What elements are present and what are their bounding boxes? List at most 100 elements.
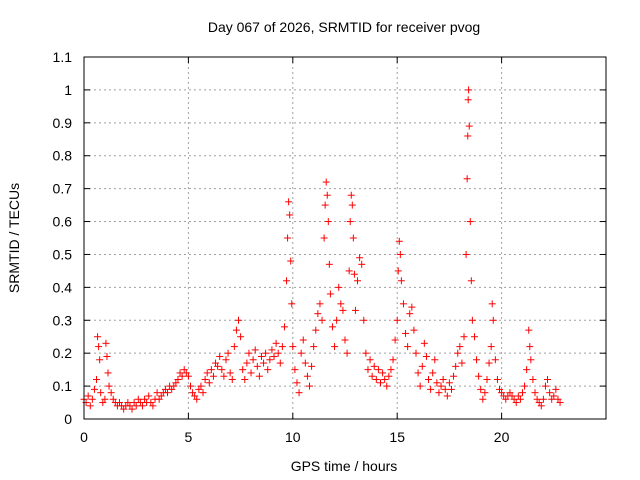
- data-point: [295, 389, 303, 397]
- data-point: [433, 379, 441, 387]
- data-point: [193, 395, 201, 403]
- data-point: [487, 343, 495, 351]
- data-point: [243, 359, 251, 367]
- x-tick-label: 5: [185, 429, 193, 445]
- data-point: [523, 366, 531, 374]
- data-point: [483, 376, 491, 384]
- data-point: [320, 234, 328, 242]
- data-point: [220, 372, 228, 380]
- data-point: [337, 300, 345, 308]
- data-point: [385, 372, 393, 380]
- data-point: [406, 310, 414, 318]
- data-point: [374, 366, 382, 374]
- data-point: [396, 250, 404, 258]
- data-point: [381, 376, 389, 384]
- data-point: [251, 346, 259, 354]
- data-point: [299, 336, 307, 344]
- data-point: [366, 356, 374, 364]
- data-point: [164, 389, 172, 397]
- data-point: [546, 389, 554, 397]
- data-point: [552, 385, 560, 393]
- data-point: [383, 382, 391, 390]
- data-point: [262, 349, 270, 357]
- data-point: [287, 257, 295, 265]
- data-point: [479, 395, 487, 403]
- data-point: [347, 191, 355, 199]
- data-point: [103, 352, 111, 360]
- data-point: [264, 366, 272, 374]
- data-point: [370, 362, 378, 370]
- data-point: [247, 369, 255, 377]
- data-point: [291, 366, 299, 374]
- data-point: [439, 376, 447, 384]
- data-point: [102, 339, 110, 347]
- data-point: [178, 372, 186, 380]
- data-point: [86, 402, 94, 410]
- data-point: [346, 218, 354, 226]
- data-point: [351, 306, 359, 314]
- data-point: [245, 349, 253, 357]
- data-point: [516, 395, 524, 403]
- data-point: [316, 300, 324, 308]
- data-point: [224, 349, 232, 357]
- data-point: [493, 376, 501, 384]
- data-point: [241, 376, 249, 384]
- data-point: [284, 234, 292, 242]
- data-point: [268, 346, 276, 354]
- y-tick-labels: 0 0.1 0.2 0.3 0.4 0.5 0.6 0.7 0.8 0.9 1 1.1: [53, 49, 73, 427]
- data-point: [550, 392, 558, 400]
- data-point: [255, 372, 263, 380]
- data-point: [466, 218, 474, 226]
- data-point: [90, 385, 98, 393]
- data-point: [321, 201, 329, 209]
- data-point: [314, 310, 322, 318]
- data-point: [326, 290, 334, 298]
- data-point: [477, 385, 485, 393]
- data-point: [387, 366, 395, 374]
- data-point: [467, 277, 475, 285]
- x-axis-label: GPS time / hours: [291, 458, 398, 474]
- data-point: [184, 372, 192, 380]
- data-point: [368, 372, 376, 380]
- data-point: [186, 382, 194, 390]
- data-point: [96, 356, 104, 364]
- data-point: [339, 306, 347, 314]
- x-tick-label: 10: [285, 429, 301, 445]
- data-point: [462, 250, 470, 258]
- data-point: [425, 376, 433, 384]
- data-point: [475, 372, 483, 380]
- y-tick-label: 0: [64, 411, 72, 427]
- data-point: [303, 372, 311, 380]
- data-point: [452, 362, 460, 370]
- data-point: [470, 333, 478, 341]
- data-point: [293, 379, 301, 387]
- data-point: [463, 175, 471, 183]
- data-point: [362, 349, 370, 357]
- data-point: [356, 254, 364, 262]
- y-axis-label: SRMTID / TECUs: [6, 183, 22, 293]
- data-point: [232, 326, 240, 334]
- data-point: [93, 376, 101, 384]
- data-point: [289, 343, 297, 351]
- data-point: [288, 300, 296, 308]
- data-point: [464, 132, 472, 140]
- data-point: [128, 405, 136, 413]
- data-point: [481, 389, 489, 397]
- data-point: [266, 356, 274, 364]
- data-point: [145, 392, 153, 400]
- data-point: [418, 362, 426, 370]
- data-point: [138, 402, 146, 410]
- data-point: [322, 178, 330, 186]
- data-point: [456, 343, 464, 351]
- data-point: [216, 352, 224, 360]
- data-point: [107, 389, 115, 397]
- data-point: [260, 359, 268, 367]
- data-point: [468, 316, 476, 324]
- y-tick-label: 1: [64, 82, 72, 98]
- data-point: [153, 389, 161, 397]
- data-point: [354, 277, 362, 285]
- data-point: [431, 356, 439, 364]
- data-point: [310, 343, 318, 351]
- data-point: [228, 376, 236, 384]
- y-tick-label: 0.2: [53, 345, 73, 361]
